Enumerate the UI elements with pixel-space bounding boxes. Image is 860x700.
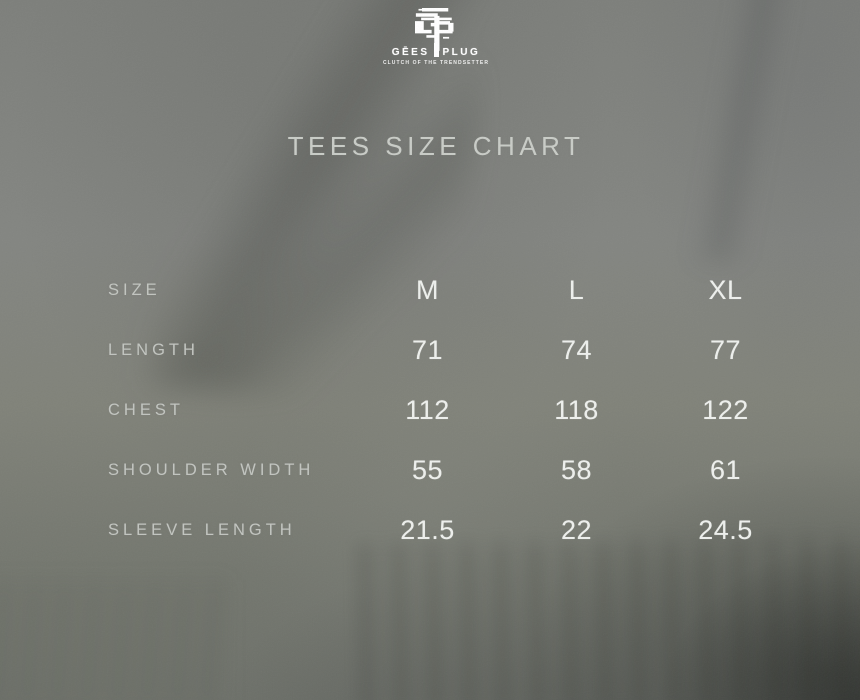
page-title: TEES SIZE CHART [287,131,585,161]
size-chart-table: SIZE M L XL LENGTH 71 74 77 CHEST 112 11… [88,260,800,560]
table-cell: 112 [405,394,450,425]
table-row-shoulder-width: SHOULDER WIDTH 55 58 61 [88,440,800,500]
brand-logo: GĒES PLUG CLUTCH OF THE TRENDSETTER [6,7,860,66]
table-cell: 22 [560,514,593,545]
table-cell: 58 [560,454,593,485]
table-cell: 77 [709,334,742,365]
table-row-chest: CHEST 112 118 122 [88,380,800,440]
wordmark-right: PLUG [442,47,481,58]
table-row-size: SIZE M L XL [88,260,800,320]
table-cell: L [568,274,585,305]
table-cell: 71 [411,334,444,365]
table-cell: M [416,274,439,305]
background-tree-silhouettes [358,535,860,700]
table-cell: XL [708,274,743,305]
wordmark-left: GĒES [391,47,430,58]
row-label: LENGTH [108,340,199,359]
brand-tagline: CLUTCH OF THE TRENDSETTER [382,60,490,66]
row-label: SIZE [108,280,161,299]
table-cell: 61 [709,454,742,485]
table-cell: 122 [702,394,749,425]
row-label: SHOULDER WIDTH [108,460,315,479]
logo-stem [433,42,439,57]
table-cell: 74 [560,334,593,365]
table-cell: 55 [411,454,444,485]
table-cell: 21.5 [400,514,455,545]
row-label: SLEEVE LENGTH [108,520,296,539]
background-tree-silhouettes-left [0,580,230,700]
table-row-sleeve-length: SLEEVE LENGTH 21.5 22 24.5 [88,500,800,560]
table-cell: 118 [554,394,599,425]
row-label: CHEST [108,400,184,419]
table-row-length: LENGTH 71 74 77 [88,320,800,380]
table-cell: 24.5 [698,514,753,545]
brand-wordmark: GĒES PLUG [391,42,481,58]
